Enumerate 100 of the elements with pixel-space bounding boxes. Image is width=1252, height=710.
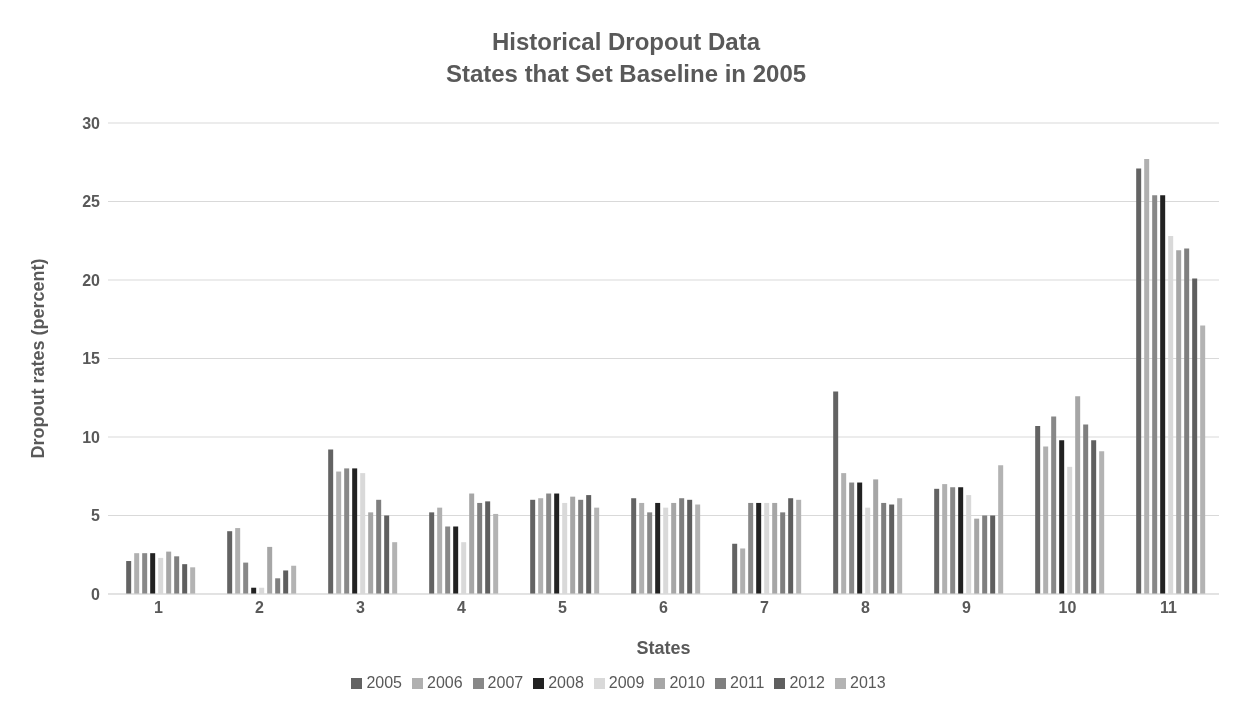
x-tick-label: 8: [861, 599, 871, 617]
bar: [1099, 451, 1105, 594]
legend-label: 2012: [789, 674, 825, 691]
bar: [631, 498, 637, 594]
y-tick-label: 0: [91, 585, 101, 603]
bar: [942, 484, 948, 594]
bar: [445, 526, 451, 594]
bar: [732, 543, 738, 594]
bar: [275, 578, 281, 594]
bar: [1075, 396, 1081, 594]
bar: [368, 512, 374, 594]
bar: [974, 518, 980, 594]
bar: [142, 553, 148, 594]
bar: [639, 502, 645, 594]
bar: [748, 502, 754, 594]
bar: [190, 567, 196, 594]
x-tick-label: 7: [760, 599, 770, 617]
chart-title: Historical Dropout Data States that Set Baseline in 2005: [444, 27, 808, 89]
legend-label: 2009: [608, 674, 645, 691]
bar: [740, 548, 746, 594]
bar: [679, 498, 685, 594]
bar: [881, 502, 887, 594]
bar: [469, 493, 475, 594]
bar: [166, 551, 172, 594]
bar: [695, 504, 701, 594]
y-tick-label: 25: [82, 193, 101, 211]
bar: [453, 526, 459, 594]
y-tick-label: 5: [91, 507, 101, 525]
bar: [1200, 325, 1206, 594]
bar: [530, 499, 536, 594]
bar: [950, 487, 956, 594]
bar: [578, 499, 584, 594]
bar: [150, 553, 156, 594]
bar: [655, 502, 661, 594]
bar: [1059, 440, 1065, 594]
x-tick-label: 4: [457, 599, 467, 617]
bar: [174, 556, 180, 594]
bar: [283, 570, 289, 594]
x-tick-label: 11: [1160, 599, 1178, 617]
y-tick-label: 15: [82, 350, 101, 368]
bar: [857, 482, 863, 594]
bar: [1043, 446, 1049, 594]
bar: [1083, 424, 1089, 594]
bar: [227, 531, 233, 594]
bar: [538, 498, 544, 594]
bar: [134, 553, 140, 594]
bar: [1136, 168, 1142, 594]
bar: [671, 502, 677, 594]
bar: [594, 507, 600, 594]
bar: [546, 493, 552, 594]
bar: [990, 515, 996, 594]
bar: [493, 513, 499, 594]
legend-label: 2006: [427, 674, 463, 691]
bar: [756, 502, 762, 594]
bar: [376, 499, 382, 594]
legend-label: 2005: [366, 674, 403, 691]
bar: [841, 473, 847, 594]
bar: [291, 565, 297, 594]
bar: [477, 502, 483, 594]
bar: [647, 512, 653, 594]
bar: [934, 488, 940, 594]
legend-label: 2011: [729, 674, 765, 691]
legend-label: 2013: [849, 674, 886, 691]
bar: [849, 482, 855, 594]
x-tick-label: 5: [558, 599, 568, 617]
bar: [780, 512, 786, 594]
bar: [982, 515, 988, 594]
bar: [586, 495, 592, 594]
bar: [1144, 159, 1150, 594]
bar: [1192, 278, 1198, 594]
bar: [1091, 440, 1097, 594]
bar: [796, 499, 802, 594]
bar: [998, 465, 1004, 594]
bar: [384, 515, 390, 594]
bar: [352, 468, 358, 594]
x-tick-label: 9: [962, 599, 972, 617]
bar: [889, 504, 895, 594]
bar: [243, 562, 249, 594]
bar: [336, 471, 342, 594]
bar: [235, 528, 241, 594]
bar: [1051, 416, 1057, 594]
legend-label: 2010: [669, 674, 705, 691]
bar: [182, 564, 188, 594]
bar: [897, 498, 903, 594]
bar: [772, 502, 778, 594]
x-tick-label: 1: [154, 599, 164, 617]
bar: [437, 507, 443, 594]
bar: [1035, 426, 1041, 594]
x-tick-label: 6: [659, 599, 669, 617]
bar: [392, 542, 398, 594]
bar: [485, 501, 491, 594]
x-tick-label: 2: [255, 599, 265, 617]
bar: [1152, 195, 1158, 594]
bar: [833, 391, 839, 594]
bar: [344, 468, 350, 594]
bar: [554, 493, 560, 594]
legend-label: 2007: [487, 674, 524, 691]
y-tick-label: 20: [82, 271, 101, 289]
y-axis-title: Dropout rates (percent): [28, 258, 49, 459]
bar: [328, 449, 334, 594]
